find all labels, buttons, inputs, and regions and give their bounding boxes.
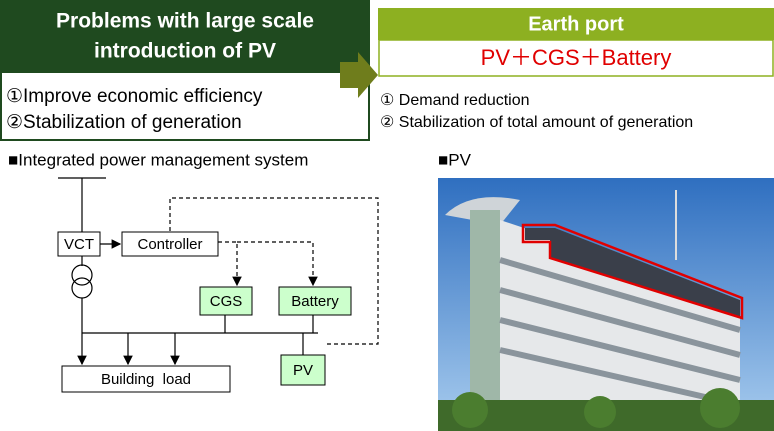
node-label: Building load xyxy=(101,371,191,388)
node-label: VCT xyxy=(64,236,94,253)
battery-box xyxy=(278,286,352,316)
node-label: Controller xyxy=(137,236,202,253)
node-label: Battery xyxy=(291,293,339,310)
node-label: CGS xyxy=(210,293,243,310)
solution-header xyxy=(378,8,774,40)
diagram-heading: ■Integrated power management system xyxy=(8,150,308,169)
building-photo xyxy=(438,178,774,431)
vct-box xyxy=(57,231,101,257)
problems-title: Problems with large scale xyxy=(56,10,314,33)
cgs-box xyxy=(199,286,253,316)
solution-title: Earth port xyxy=(528,13,624,35)
photo-heading: ■PV xyxy=(438,150,472,169)
node-label: PV xyxy=(293,362,313,379)
problems-title: introduction of PV xyxy=(94,40,276,63)
problems-header xyxy=(0,0,370,72)
solution-body xyxy=(378,39,774,77)
control-lines xyxy=(169,197,379,345)
flow-arrow xyxy=(340,52,378,98)
problems-body xyxy=(0,71,370,141)
solution-formula: PV＋CGS＋Battery xyxy=(481,45,672,70)
load-box xyxy=(61,365,231,393)
pv-box xyxy=(280,354,326,386)
solution-item: ① Demand reduction xyxy=(380,92,530,109)
wiring xyxy=(58,177,318,366)
solution-item: ② Stabilization of total amount of gener… xyxy=(380,114,693,131)
problem-item: ②Stabilization of generation xyxy=(6,112,242,133)
problem-item: ①Improve economic efficiency xyxy=(6,86,263,107)
controller-box xyxy=(121,231,219,257)
